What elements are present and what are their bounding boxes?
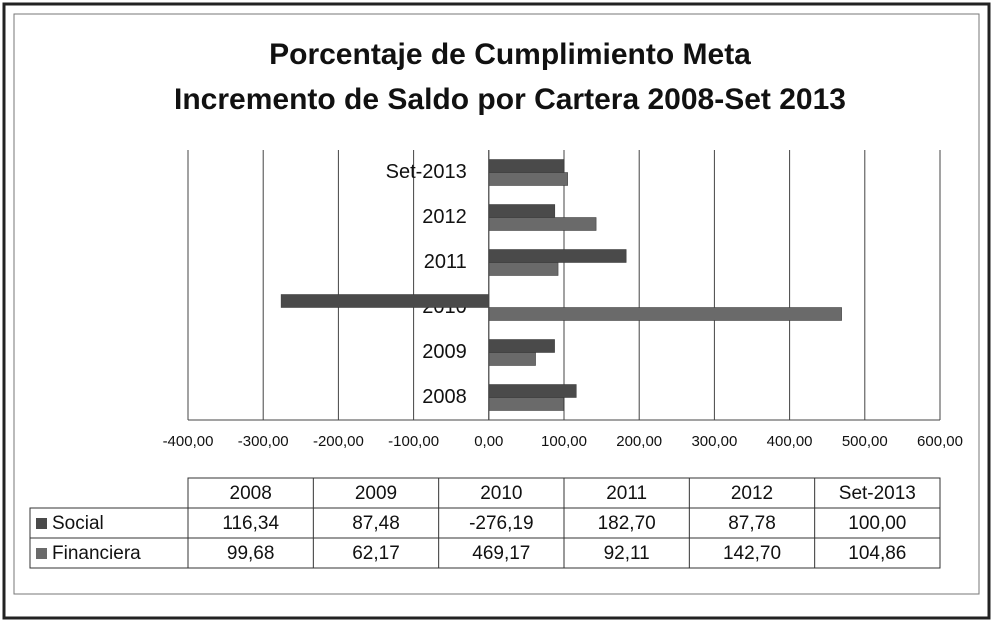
table-cell: 104,86 (848, 543, 906, 564)
table-cell: 87,78 (728, 513, 776, 534)
table-cell: 87,48 (352, 513, 400, 534)
legend-label: Social (52, 513, 104, 534)
x-tick-label: 0,00 (474, 433, 503, 450)
x-tick-label: -400,00 (163, 433, 214, 450)
legend-key (36, 518, 47, 529)
x-tick-label: 500,00 (842, 433, 888, 450)
x-tick-label: -100,00 (388, 433, 439, 450)
chart-area (13, 13, 980, 595)
chart-title: Incremento de Saldo por Cartera 2008-Set… (174, 83, 846, 116)
table-header: 2011 (606, 483, 647, 504)
table-cell: 469,17 (472, 543, 530, 564)
table-header: 2012 (731, 483, 773, 504)
table-cell: 142,70 (723, 543, 781, 564)
bar (488, 397, 565, 411)
category-label: 2009 (422, 341, 467, 363)
x-tick-label: 600,00 (917, 433, 963, 450)
table-cell: 62,17 (352, 543, 400, 564)
table-cell: 92,11 (604, 543, 650, 564)
table-cell: 99,68 (227, 543, 275, 564)
x-tick-label: -300,00 (238, 433, 289, 450)
category-label: 2012 (422, 206, 467, 228)
bar (488, 307, 842, 321)
bar (488, 217, 597, 231)
bar (488, 262, 559, 276)
bar (488, 352, 536, 366)
table-header: 2010 (480, 483, 522, 504)
legend-label: Financiera (52, 543, 141, 564)
x-tick-label: 100,00 (541, 433, 587, 450)
bar (488, 249, 627, 263)
table-header: 2009 (355, 483, 397, 504)
legend-key (36, 548, 47, 559)
bar (488, 204, 556, 218)
bar (488, 159, 565, 173)
bar (488, 384, 577, 398)
x-tick-label: 200,00 (616, 433, 662, 450)
bar (280, 294, 490, 308)
bar (488, 339, 555, 353)
chart-title: Porcentaje de Cumplimiento Meta (269, 38, 751, 71)
table-cell: 116,34 (222, 513, 279, 534)
category-label: 2008 (422, 386, 467, 408)
x-tick-label: 300,00 (691, 433, 737, 450)
category-label: 2011 (424, 251, 467, 273)
x-tick-label: -200,00 (313, 433, 364, 450)
x-tick-label: 400,00 (767, 433, 813, 450)
table-cell: 100,00 (848, 513, 906, 534)
table-cell: -276,19 (469, 513, 533, 534)
bar (488, 172, 568, 186)
table-header: 2008 (230, 483, 272, 504)
category-label: Set-2013 (386, 161, 467, 183)
table-cell: 182,70 (598, 513, 656, 534)
table-header: Set-2013 (839, 483, 916, 504)
